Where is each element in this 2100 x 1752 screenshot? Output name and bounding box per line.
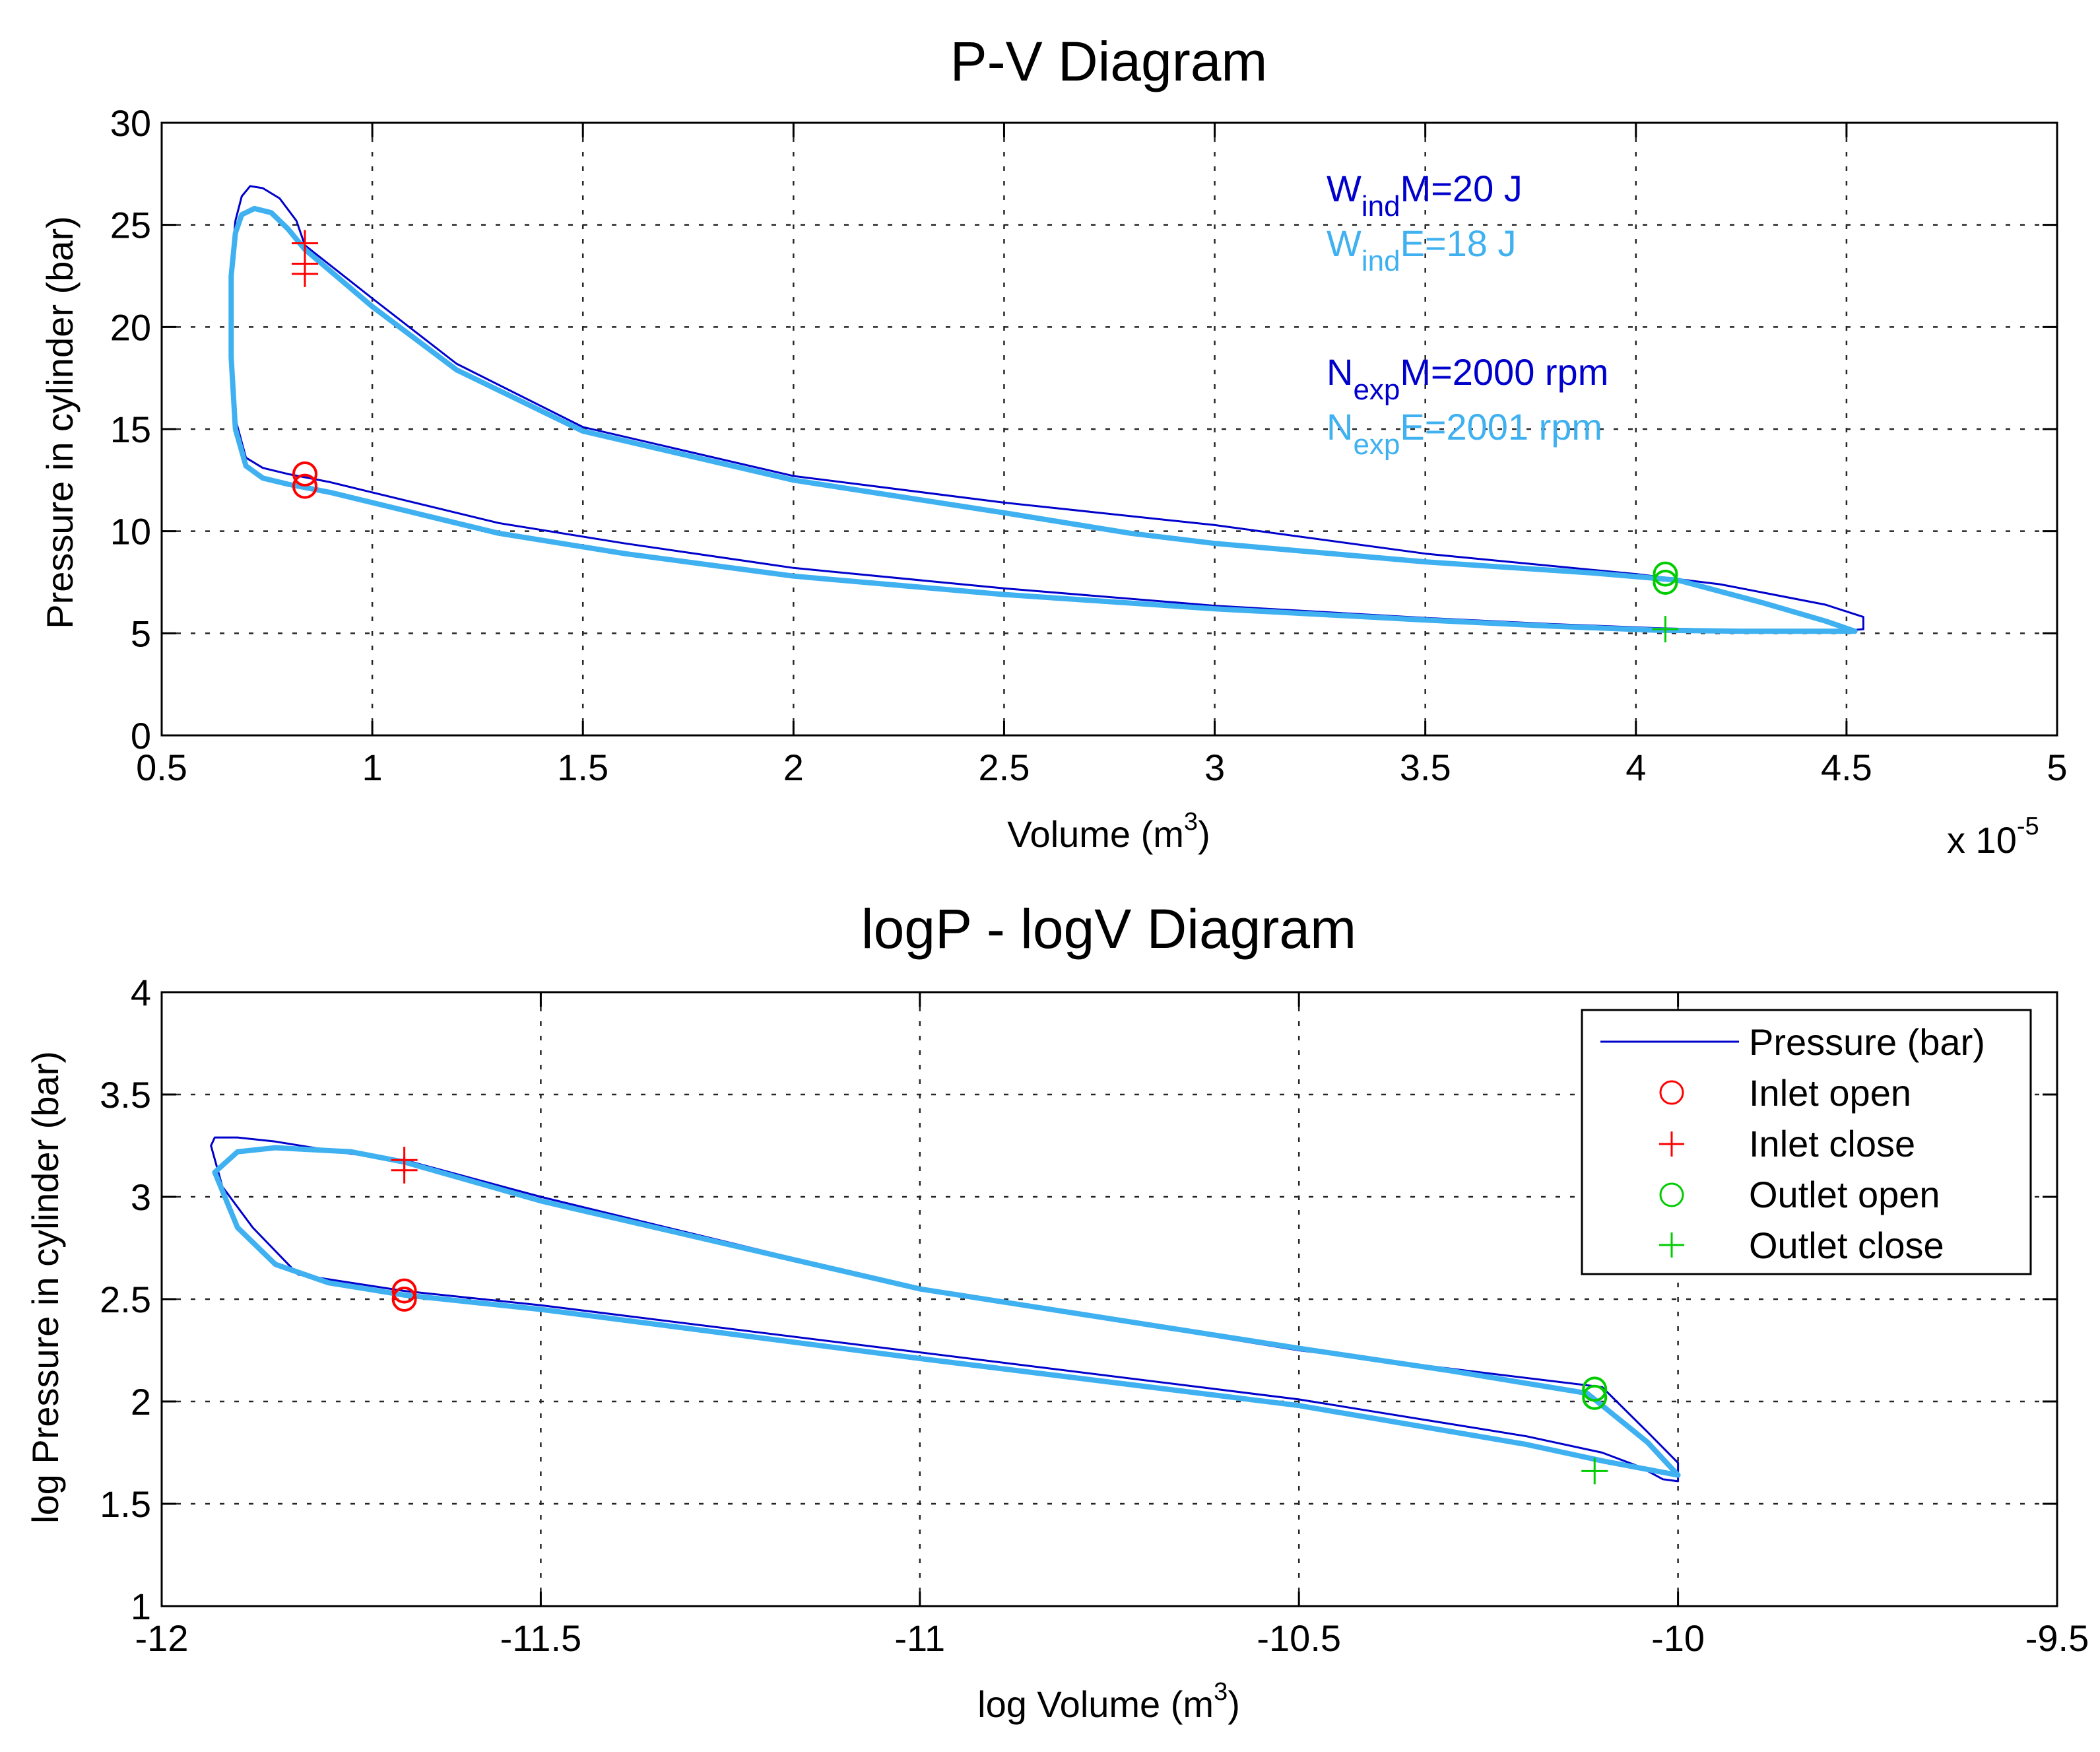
logpv-y-tick-label: 1.5	[100, 1483, 151, 1525]
pv-x-tick-label: 0.5	[136, 747, 187, 788]
pv-chart: P-V Diagram 0.5 1 1.5 2 2.5 3 3.5 4 4.5 5 0 5 10 15 20…	[39, 30, 2068, 861]
logpv-grid	[162, 992, 2057, 1606]
pv-ticks	[160, 121, 2058, 737]
legend-label-outlet-close: Outlet close	[1749, 1225, 1944, 1266]
annotation-n-exp-e: NexpE=2001 rpm	[1327, 406, 1602, 461]
logpv-marker-inlet-open	[391, 1278, 417, 1304]
logpv-ticks	[160, 991, 2058, 1607]
logpv-marker-inlet-open	[391, 1287, 417, 1312]
logpv-marker-outlet-open	[1582, 1376, 1608, 1402]
logpv-chart: logP - logV Diagram -12 -11.5 -11 -10.5 -10-…	[24, 898, 2089, 1725]
pv-x-tick-label: 3.5	[1400, 747, 1451, 788]
legend-label-outlet-open: Outlet open	[1749, 1174, 1940, 1215]
legend: Pressure (bar) Inlet open Inlet close Ou…	[1581, 1009, 2032, 1275]
logpv-series-line-1	[212, 1145, 1681, 1478]
logpv-x-axis-label: log Volume (m3)	[977, 1678, 1240, 1725]
logpv-marker-outlet-close	[1581, 1458, 1608, 1485]
pv-marker-inlet-close	[291, 260, 318, 287]
pv-marker-outlet-open	[1653, 570, 1678, 595]
pv-x-tick-label: 4.5	[1821, 747, 1872, 788]
pv-x-tick-label: 1.5	[557, 747, 608, 788]
legend-label-pressure: Pressure (bar)	[1749, 1021, 1985, 1063]
logpv-y-tick-label: 1	[131, 1586, 151, 1627]
logpv-x-tick-label: -11.5	[500, 1617, 581, 1659]
logpv-tick-labels: -12 -11.5 -11 -10.5 -10 -9.5 1 1.5 2 2.5 3 3.5 4	[100, 972, 2089, 1659]
pv-x-tick-label: 5	[2047, 747, 2067, 788]
pv-marker-outlet-close	[1652, 616, 1679, 643]
annotation-w-ind-m: WindM=20 J	[1327, 168, 1523, 222]
pv-y-tick-label: 10	[110, 511, 151, 553]
logpv-x-tick-label: -11	[894, 1617, 945, 1659]
logpv-marker-outlet-open	[1582, 1384, 1608, 1410]
logpv-y-tick-label: 4	[131, 972, 151, 1013]
logpv-x-tick-label: -10.5	[1257, 1617, 1341, 1659]
legend-inlet-open-symbol	[1659, 1080, 1684, 1105]
legend-label-inlet-open: Inlet open	[1749, 1072, 1911, 1114]
legend-outlet-open-symbol	[1659, 1182, 1684, 1207]
pv-x-tick-label: 1	[362, 747, 383, 788]
pv-y-tick-label: 5	[131, 613, 151, 654]
logpv-series-line-0	[210, 1136, 1680, 1483]
pv-series-line-0	[230, 185, 1864, 632]
logpv-x-tick-label: -10	[1651, 1617, 1705, 1659]
annotation-n-exp-m: NexpM=2000 rpm	[1327, 351, 1608, 406]
logpv-x-tick-label: -9.5	[2025, 1617, 2089, 1659]
pv-marker-outlet-open	[1653, 561, 1678, 587]
logpv-x-tick-label: -12	[135, 1617, 189, 1659]
logpv-y-tick-label: 2	[131, 1381, 151, 1423]
pv-markers	[291, 230, 1679, 643]
pv-y-tick-label: 25	[110, 205, 151, 246]
pv-tick-labels: 0.5 1 1.5 2 2.5 3 3.5 4 4.5 5 0 5 10 15 20 25 30	[110, 102, 2068, 788]
pv-x-tick-label: 4	[1625, 747, 1646, 788]
pv-marker-inlet-open	[292, 461, 317, 487]
pv-y-tick-label: 15	[110, 409, 151, 450]
legend-box	[1581, 1009, 2032, 1275]
pv-chart-title: P-V Diagram	[950, 30, 1268, 92]
pv-y-tick-label: 20	[110, 306, 151, 348]
pv-y-tick-label: 0	[131, 715, 151, 757]
pv-y-axis-label: Pressure in cylinder (bar)	[39, 216, 81, 629]
logpv-series	[210, 1136, 1681, 1483]
annotation-w-ind-e: WindE=18 J	[1327, 222, 1516, 277]
logpv-y-axis-label: log Pressure in cylinder (bar)	[24, 1051, 66, 1524]
pv-x-exponent: x 10-5	[1947, 813, 2039, 861]
logpv-y-tick-label: 3.5	[100, 1074, 151, 1116]
pv-series	[228, 185, 1864, 634]
pv-series-line-1	[228, 205, 1858, 634]
logpv-marker-inlet-close	[391, 1157, 418, 1184]
legend-inlet-close-symbol	[1659, 1131, 1684, 1157]
pv-x-tick-label: 2.5	[979, 747, 1030, 788]
pv-x-tick-label: 3	[1204, 747, 1225, 788]
legend-label-inlet-close: Inlet close	[1749, 1123, 1915, 1164]
logpv-y-tick-label: 2.5	[100, 1279, 151, 1320]
logpv-y-tick-label: 3	[131, 1176, 151, 1218]
logpv-chart-title: logP - logV Diagram	[861, 898, 1356, 960]
pv-grid	[162, 123, 2057, 735]
logpv-markers	[391, 1147, 1608, 1485]
legend-outlet-close-symbol	[1659, 1232, 1684, 1258]
pv-annotations: WindM=20 J WindE=18 J NexpM=2000 rpm Nex…	[1327, 168, 1608, 461]
pv-x-axis-label: Volume (m3)	[1007, 808, 1210, 855]
pv-x-tick-label: 2	[783, 747, 804, 788]
pv-y-tick-label: 30	[110, 102, 151, 144]
pv-marker-inlet-open	[292, 473, 317, 499]
